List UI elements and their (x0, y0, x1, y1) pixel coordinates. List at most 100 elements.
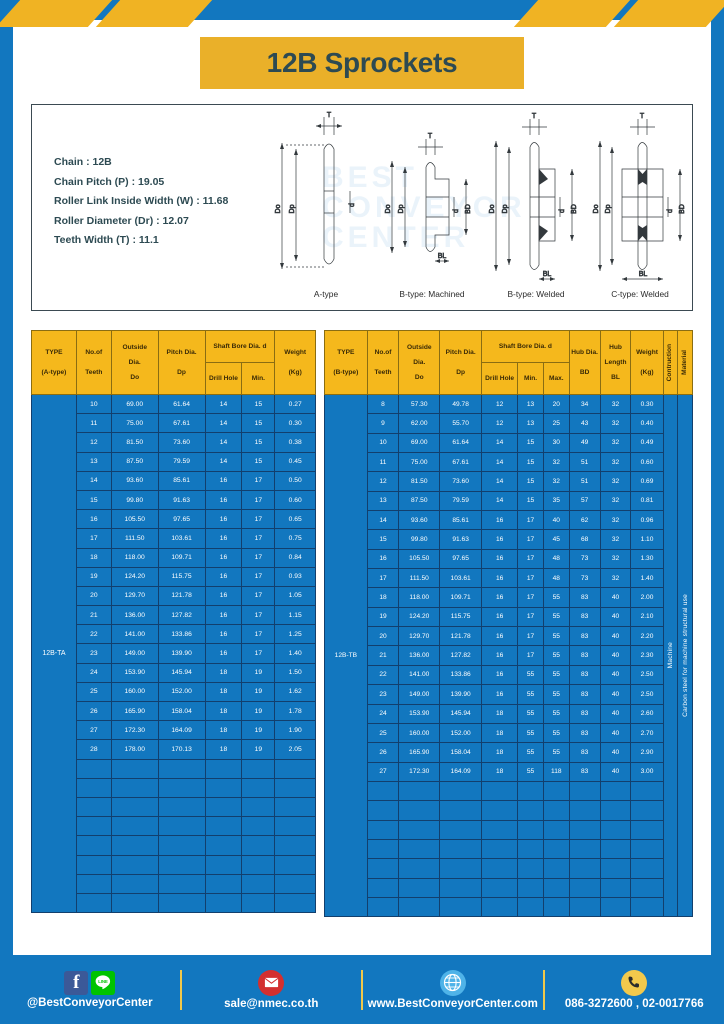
cell-drill: 16 (204, 509, 243, 530)
cell-empty (439, 877, 483, 898)
table-row: 23 149.00 139.90 16 17 1.40 (32, 643, 316, 664)
cell-weight: 0.81 (630, 490, 664, 512)
table-row-empty (32, 777, 316, 798)
cell-min: 17 (241, 566, 276, 587)
cell-empty (241, 758, 276, 779)
cell-min: 19 (241, 720, 276, 741)
cell-od: 81.50 (398, 471, 441, 492)
th-b-drill-hole: Drill Hole (481, 362, 519, 395)
cell-empty (439, 858, 483, 879)
footer-item-website[interactable]: www.BestConveyorCenter.com (363, 969, 543, 1010)
cell-empty (599, 896, 632, 918)
table-row: 14 93.60 85.61 16 17 0.50 (32, 470, 316, 491)
cell-max: 20 (542, 393, 570, 415)
cell-bd: 83 (568, 587, 601, 608)
cell-empty (241, 777, 276, 798)
drawing-b-type-machined: T Do Dp d (380, 109, 484, 305)
cell-empty (75, 758, 112, 779)
table-row: 27 172.30 164.09 18 55 118 83 40 3.00 (325, 761, 693, 782)
cell-od: 75.00 (398, 452, 441, 473)
footer-item-email[interactable]: sale@nmec.co.th (182, 969, 362, 1010)
cell-od: 129.70 (398, 626, 441, 647)
facebook-icon[interactable]: f (64, 970, 89, 995)
footer-item-social[interactable]: f LINE @BestConveyorCenter (0, 970, 180, 1009)
line-icon[interactable]: LINE (91, 970, 116, 995)
cell-max: 55 (542, 626, 570, 647)
cell-empty (110, 892, 159, 914)
cell-min: 19 (241, 662, 276, 683)
cell-max: 48 (542, 568, 570, 589)
cell-teeth: 9 (366, 413, 400, 434)
cell-empty (599, 800, 632, 821)
cell-max: 55 (542, 722, 570, 744)
cell-empty (274, 892, 316, 914)
cell-pd: 152.00 (157, 681, 206, 703)
chevron-stripe (513, 0, 631, 27)
cell-empty (599, 780, 632, 802)
cell-pd: 121.78 (157, 585, 206, 607)
cell-min: 19 (241, 739, 276, 760)
table-row-empty (32, 835, 316, 856)
cell-empty (110, 796, 159, 818)
cell-pd: 164.09 (439, 761, 483, 782)
th-b-min: Min. (517, 362, 544, 395)
cell-empty (542, 896, 570, 918)
cell-weight: 1.40 (274, 643, 316, 664)
cell-min: 19 (241, 700, 276, 722)
cell-od: 87.50 (110, 451, 159, 472)
cell-teeth: 23 (366, 684, 400, 705)
footer-item-phone[interactable]: 086-3272600 , 02-0017766 (545, 969, 724, 1010)
svg-text:T: T (327, 112, 332, 119)
cell-weight: 2.90 (630, 742, 664, 763)
cell-bl: 32 (599, 432, 632, 454)
cell-od: 129.70 (110, 585, 159, 607)
cell-empty (241, 873, 276, 894)
footer-divider (361, 969, 363, 1010)
phone-icon[interactable] (621, 969, 648, 996)
globe-icon[interactable] (439, 969, 466, 996)
cell-drill: 14 (204, 413, 243, 434)
cell-bd: 73 (568, 548, 601, 570)
cell-empty (542, 877, 570, 898)
cell-bd: 83 (568, 645, 601, 666)
cell-drill: 14 (204, 432, 243, 453)
cell-empty (204, 796, 243, 818)
top-chevron-decoration (0, 0, 724, 30)
svg-text:Do: Do (593, 204, 600, 213)
mail-icon[interactable] (258, 969, 285, 996)
cell-empty (274, 854, 316, 875)
sprocket-drawings: T Do Dp (272, 109, 692, 309)
table-row: 17 111.50 103.61 16 17 48 73 32 1.40 (325, 568, 693, 589)
cell-bl: 32 (599, 452, 632, 473)
cell-od: 124.20 (398, 606, 441, 628)
table-row: 25 160.00 152.00 18 55 55 83 40 2.70 (325, 722, 693, 744)
cell-empty (542, 800, 570, 821)
drawing-b-type-welded: T Do Dp (484, 109, 588, 305)
cell-empty (630, 819, 664, 840)
cell-od: 93.60 (398, 510, 441, 531)
table-row: 28 178.00 170.13 18 19 2.05 (32, 739, 316, 760)
table-row-empty (325, 780, 693, 802)
cell-empty (481, 780, 519, 802)
cell-pd: 97.65 (439, 548, 483, 570)
footer-email-label: sale@nmec.co.th (224, 997, 319, 1010)
cell-empty (366, 877, 400, 898)
cell-weight: 0.27 (274, 393, 316, 415)
svg-text:T: T (532, 113, 537, 120)
cell-empty (274, 835, 316, 856)
cell-weight: 1.15 (274, 605, 316, 626)
cell-min: 17 (241, 547, 276, 568)
cell-empty (274, 796, 316, 818)
th-a-weight: Weight (Kg) (274, 330, 316, 395)
cell-bl: 40 (599, 684, 632, 705)
svg-text:Do: Do (385, 204, 392, 213)
th-a-shaft-bore-group: Shaft Bore Dia. d (204, 330, 276, 363)
cell-empty (75, 873, 112, 894)
th-b-pitch-dia: Pitch Dia. Dp (439, 330, 483, 395)
th-b-shaft-bore-group: Shaft Bore Dia. d (481, 330, 570, 363)
svg-text:BL: BL (438, 253, 447, 260)
cell-empty (366, 838, 400, 860)
chevron-stripe (95, 0, 213, 27)
svg-text:Do: Do (489, 204, 496, 213)
cell-weight: 1.25 (274, 624, 316, 645)
